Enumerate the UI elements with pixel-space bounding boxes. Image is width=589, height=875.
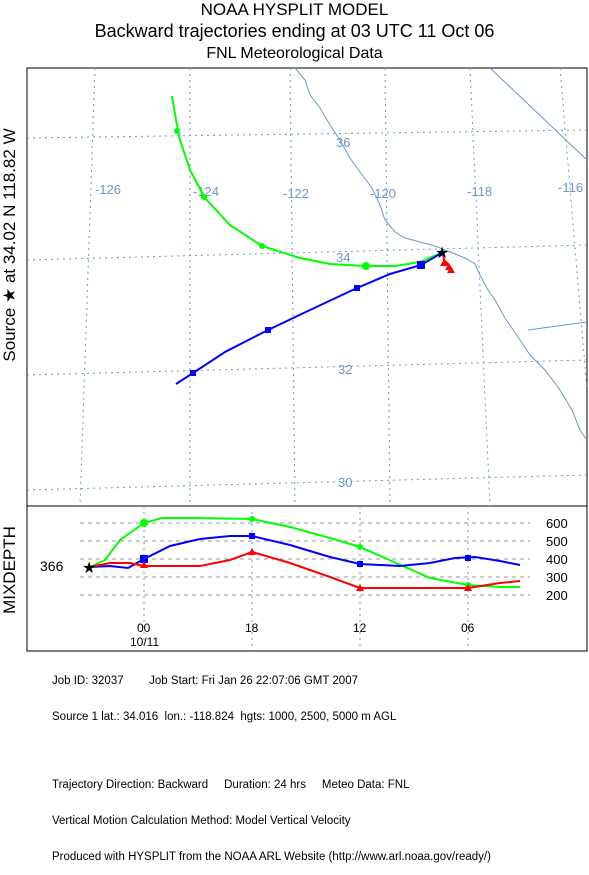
trajectory-5000m-marker xyxy=(259,243,265,249)
job-info-line: Job ID: 32037 Job Start: Fri Jan 26 22:0… xyxy=(52,675,358,687)
mixdepth-grid xyxy=(80,522,530,596)
map-frame xyxy=(26,67,588,507)
mixdepth-tick: 400 xyxy=(546,552,568,567)
lon-label: -116 xyxy=(558,180,583,195)
source-info-line: Source 1 lat.: 34.016 lon.: -118.824 hgt… xyxy=(52,711,397,723)
lat-label: 36 xyxy=(336,135,350,150)
mixdepth-5000m-marker xyxy=(249,516,255,522)
lat-label: 32 xyxy=(338,362,352,377)
time-tick: 12 xyxy=(353,621,367,635)
mixdepth-2500m-marker xyxy=(140,555,148,563)
mixdepth-tick: 200 xyxy=(546,588,568,603)
trajectory-2500m-marker xyxy=(354,285,360,291)
chart-title: Backward trajectories ending at 03 UTC 1… xyxy=(94,21,495,41)
trajectory-5000m-marker xyxy=(362,262,370,270)
mixdepth-tick: 300 xyxy=(546,570,568,585)
mixdepth-time-grid xyxy=(143,506,469,651)
trajectory-2500m-marker xyxy=(417,261,425,269)
mixdepth-5000m-marker xyxy=(357,544,363,550)
mixdepth-5000m-marker xyxy=(140,519,148,527)
trajectory-info-line: Trajectory Direction: Backward Duration:… xyxy=(52,779,410,791)
mixdepth-5000m xyxy=(89,517,520,588)
border-line xyxy=(527,321,588,331)
mixdepth-frame xyxy=(26,505,588,652)
trajectory-5000m-marker xyxy=(201,194,207,200)
vertical-motion-line: Vertical Motion Calculation Method: Mode… xyxy=(52,815,351,827)
mixdepth-2500m-marker xyxy=(249,533,255,539)
source-height-label: 366 xyxy=(40,558,64,574)
mixdepth-tick: 500 xyxy=(546,534,568,549)
lon-label: -118 xyxy=(467,184,492,199)
hysplit-figure: 36 34 32 30 -126 -124 -122 -120 -118 -11… xyxy=(26,67,588,652)
trajectory-5000m xyxy=(171,95,444,267)
mixdepth-1000m xyxy=(89,550,521,589)
lon-label: -122 xyxy=(283,186,309,201)
mixdepth-2500m-marker xyxy=(465,555,471,561)
mixdepth-2500m xyxy=(89,535,521,570)
lat-label: 30 xyxy=(338,475,352,490)
border-line xyxy=(489,67,588,161)
model-title: NOAA HYSPLIT MODEL xyxy=(200,0,389,19)
trajectory-2500m-marker xyxy=(190,370,196,376)
time-tick: 18 xyxy=(245,621,259,635)
mixdepth-1000m-marker xyxy=(248,548,256,555)
mixdepth-2500m-marker xyxy=(357,561,363,567)
job-info-footer: Job ID: 32037 Job Start: Fri Jan 26 22:0… xyxy=(52,651,491,875)
lon-label: -120 xyxy=(370,186,396,201)
chart-subtitle: FNL Meteorological Data xyxy=(206,45,383,62)
trajectory-1000m-marker xyxy=(447,266,455,273)
time-tick: 00 xyxy=(137,621,151,635)
source-star-icon: ★ xyxy=(435,243,449,262)
source-star-mixdepth-icon: ★ xyxy=(82,558,96,577)
mixdepth-tick: 600 xyxy=(546,516,568,531)
mixdepth-1000m-marker xyxy=(356,584,364,591)
trajectory-5000m-marker xyxy=(174,128,180,134)
coastline xyxy=(294,67,588,441)
trajectory-1000m-marker xyxy=(440,259,448,266)
time-sublabel: 10/11 xyxy=(130,635,159,649)
lat-label: 34 xyxy=(336,250,350,265)
mixdepth-1000m-marker xyxy=(140,561,148,568)
map-graticule xyxy=(26,67,588,507)
trajectory-2500m xyxy=(175,251,444,385)
mixdepth-1000m-marker xyxy=(464,584,472,591)
trajectory-2500m-marker xyxy=(265,327,271,333)
time-tick: 06 xyxy=(461,621,475,635)
produced-with-line: Produced with HYSPLIT from the NOAA ARL … xyxy=(52,851,491,863)
lon-label: -126 xyxy=(95,182,121,197)
